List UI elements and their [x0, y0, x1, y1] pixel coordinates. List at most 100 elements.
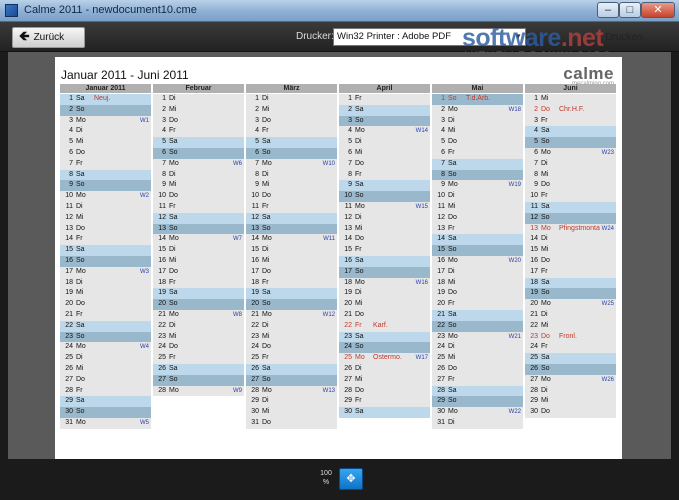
weekday-label: Fr [262, 202, 269, 210]
weekday-label: Di [355, 213, 362, 221]
day-number: 26 [437, 364, 445, 372]
weekday-label: Mi [355, 375, 363, 383]
day-row: 31 Mo W5 [60, 417, 151, 429]
day-number: 22 [65, 321, 73, 329]
weekday-label: Mi [169, 105, 177, 113]
weekday-label: Mo [169, 310, 179, 318]
day-row: 14 Mo W11 [246, 234, 337, 246]
weekday-label: Fr [76, 159, 83, 167]
day-row: 28 Do [339, 385, 430, 397]
weekday-label: Di [76, 202, 83, 210]
day-row: 8 Mi [525, 169, 616, 181]
day-number: 19 [251, 289, 259, 297]
day-row: 15 Di [246, 245, 337, 256]
weekday-label: So [169, 375, 178, 383]
day-row: 3 Di [432, 115, 523, 127]
day-number: 12 [251, 213, 259, 221]
weekday-label: So [76, 408, 85, 416]
day-number: 1 [162, 95, 166, 102]
day-number: 11 [530, 202, 538, 210]
day-row: 6 Do [60, 147, 151, 159]
weekday-label: Mi [76, 138, 84, 146]
day-row: 24 Di [432, 342, 523, 354]
day-number: 16 [530, 256, 538, 264]
month-column: Februar 1 Di 2 Mi 3 Do 4 Fr 5 Sa 6 So 7 Mo W6 8 Di 9 Mi 10 Do… [153, 84, 244, 429]
day-number: 2 [348, 105, 352, 113]
day-number: 30 [65, 408, 73, 416]
weekday-label: Di [448, 116, 455, 124]
close-button[interactable]: ✕ [641, 2, 675, 18]
weekday-label: Fr [541, 192, 548, 200]
day-number: 11 [251, 202, 259, 210]
weekday-label: Di [541, 159, 548, 167]
day-row: 19 Sa [246, 288, 337, 300]
week-number: W26 [601, 376, 614, 383]
day-row: 2 Sa [339, 104, 430, 116]
weekday-label: Di [541, 310, 548, 318]
day-row: 18 Sa [525, 277, 616, 289]
weekday-label: Fr [448, 375, 455, 383]
weekday-label: Mi [541, 95, 549, 102]
day-row: 19 So [525, 288, 616, 300]
print-button[interactable]: Drucken [605, 32, 643, 43]
day-number: 14 [251, 235, 259, 243]
weekday-label: So [262, 375, 271, 383]
day-row: 6 Mi [339, 147, 430, 159]
day-number: 3 [255, 116, 259, 124]
day-number: 3 [534, 116, 538, 124]
day-row: 26 Sa [246, 363, 337, 375]
day-number: 18 [437, 278, 445, 286]
day-row: 9 Mi [246, 180, 337, 192]
week-number: W16 [415, 279, 428, 286]
weekday-label: Do [262, 343, 271, 351]
day-number: 9 [162, 181, 166, 189]
weekday-label: Fr [355, 397, 362, 405]
day-row: 4 Sa [525, 126, 616, 138]
weekday-label: Sa [169, 138, 178, 146]
weekday-label: Do [448, 213, 457, 221]
holiday-label: Fronl. [559, 332, 577, 340]
day-row: 7 Sa [432, 158, 523, 170]
minimize-button[interactable]: – [597, 2, 619, 18]
printer-select[interactable]: Win32 Printer : Adobe PDF ▼ [333, 28, 526, 46]
weekday-label: Do [169, 192, 178, 200]
weekday-label: Mi [76, 364, 84, 372]
back-button[interactable]: 🡸 Zurück [12, 27, 85, 48]
day-number: 12 [437, 213, 445, 221]
day-number: 21 [344, 310, 352, 318]
day-row: 5 Sa [153, 137, 244, 148]
maximize-button[interactable]: □ [619, 2, 641, 18]
fit-page-button[interactable]: ✥ [339, 468, 363, 490]
day-number: 1 [348, 95, 352, 102]
weekday-label: Di [541, 386, 548, 394]
day-row: 2 Mi [153, 104, 244, 116]
day-number: 18 [344, 278, 352, 286]
day-number: 31 [65, 418, 73, 426]
day-number: 18 [65, 278, 73, 286]
day-number: 21 [251, 310, 259, 318]
day-number: 25 [344, 354, 352, 362]
weekday-label: Do [76, 224, 85, 232]
weekday-label: Do [262, 116, 271, 124]
day-number: 30 [437, 408, 445, 416]
day-row: 28 Sa [432, 385, 523, 397]
week-number: W11 [323, 236, 335, 243]
day-number: 29 [251, 397, 259, 405]
weekday-label: Di [448, 418, 455, 426]
day-number: 7 [534, 159, 538, 167]
day-row: 26 Sa [153, 363, 244, 375]
day-number: 7 [69, 159, 73, 167]
weekday-label: Sa [355, 332, 364, 340]
weekday-label: Mo [262, 386, 272, 394]
weekday-label: Do [448, 289, 457, 297]
day-number: 31 [437, 418, 445, 426]
day-row: 23 So [60, 331, 151, 343]
day-row: 17 Do [153, 266, 244, 278]
weekday-label: Sa [76, 95, 85, 102]
day-number: 17 [251, 267, 259, 275]
day-number: 24 [530, 343, 538, 351]
weekday-label: Fr [355, 95, 362, 102]
day-number: 4 [441, 127, 445, 135]
weekday-label: So [541, 138, 550, 146]
week-number: W9 [233, 387, 242, 394]
